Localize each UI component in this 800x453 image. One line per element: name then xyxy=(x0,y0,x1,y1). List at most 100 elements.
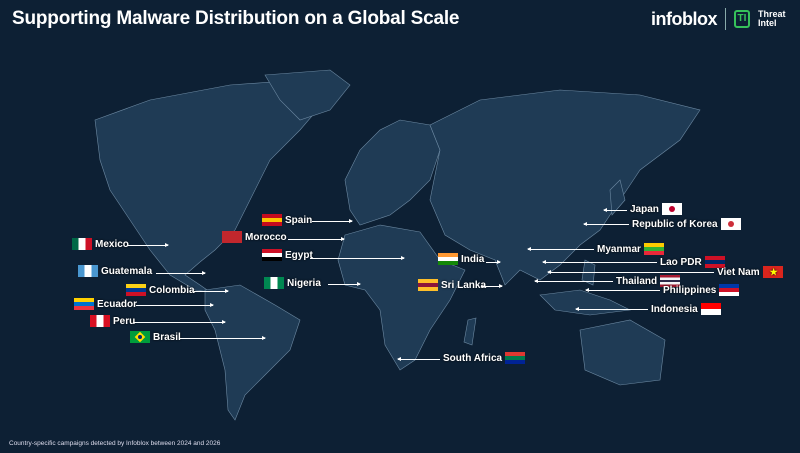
pointer-arrow-spain xyxy=(312,219,353,223)
label-japan: Japan xyxy=(630,203,682,215)
label-sri-lanka: Sri Lanka xyxy=(418,279,486,291)
label-ecuador: Ecuador xyxy=(74,298,137,310)
asia xyxy=(429,89,701,286)
label-lao-pdr: Lao PDR xyxy=(660,256,725,268)
country-name: Morocco xyxy=(245,231,287,243)
egypt-flag-icon xyxy=(262,249,282,261)
japan xyxy=(609,179,626,216)
sri-lanka-flag-icon xyxy=(418,279,438,291)
viet-nam-flag-icon: ★ xyxy=(762,266,783,278)
country-name: Nigeria xyxy=(287,277,321,289)
pointer-arrow-thailand xyxy=(534,279,613,283)
label-south-africa: South Africa xyxy=(443,352,526,364)
country-name: Republic of Korea xyxy=(632,218,718,230)
guatemala-flag-icon xyxy=(78,265,98,277)
indonesia-flag-icon xyxy=(700,303,721,315)
label-myanmar: Myanmar xyxy=(597,243,664,255)
pointer-arrow-morocco xyxy=(288,237,345,241)
pointer-arrow-lao-pdr xyxy=(542,260,657,264)
colombia-flag-icon xyxy=(126,284,146,296)
pointer-arrow-indonesia xyxy=(575,307,648,311)
peru-flag-icon xyxy=(90,315,110,327)
logo-divider xyxy=(725,8,726,30)
label-thailand: Thailand xyxy=(616,275,681,287)
mexico-flag-icon xyxy=(72,238,92,250)
pointer-arrow-brasil xyxy=(180,336,266,340)
pointer-arrow-sri-lanka xyxy=(482,284,503,288)
country-name: Philippines xyxy=(663,284,717,296)
pointer-arrow-ecuador xyxy=(136,303,214,307)
pointer-arrow-india xyxy=(486,260,501,264)
thailand-flag-icon xyxy=(660,275,681,287)
morocco-flag-icon xyxy=(222,231,242,243)
europe xyxy=(344,119,441,226)
lao-pdr-flag-icon xyxy=(704,256,725,268)
republic-of-korea-flag-icon xyxy=(720,218,741,230)
label-egypt: Egypt xyxy=(262,249,313,261)
page-title: Supporting Malware Distribution on a Glo… xyxy=(12,8,460,29)
country-name: Egypt xyxy=(285,249,313,261)
spain-flag-icon xyxy=(262,214,282,226)
label-india: India xyxy=(438,253,484,265)
pointer-arrow-nigeria xyxy=(328,282,361,286)
country-name: India xyxy=(461,253,485,265)
country-name: Guatemala xyxy=(101,265,153,277)
label-morocco: Morocco xyxy=(222,231,287,243)
country-name: Thailand xyxy=(616,275,658,287)
pointer-arrow-japan xyxy=(603,208,627,212)
label-spain: Spain xyxy=(262,214,312,226)
pointer-arrow-viet-nam xyxy=(547,270,714,274)
myanmar-flag-icon xyxy=(643,243,664,255)
country-name: Brasil xyxy=(153,331,181,343)
south-america xyxy=(204,284,301,421)
footnote: Country-specific campaigns detected by I… xyxy=(9,440,221,447)
country-name: Ecuador xyxy=(97,298,138,310)
pointer-arrow-mexico xyxy=(128,243,169,247)
label-colombia: Colombia xyxy=(126,284,195,296)
infoblox-logo: infoblox TI Threat Intel xyxy=(651,8,788,30)
logo-product: Threat Intel xyxy=(758,9,786,28)
country-name: Indonesia xyxy=(651,303,698,315)
label-philippines: Philippines xyxy=(663,284,740,296)
country-name: Myanmar xyxy=(597,243,641,255)
label-indonesia: Indonesia xyxy=(651,303,721,315)
south-africa-flag-icon xyxy=(505,352,526,364)
label-peru: Peru xyxy=(90,315,135,327)
pointer-arrow-egypt xyxy=(310,256,405,260)
nigeria-flag-icon xyxy=(264,277,284,289)
pointer-arrow-colombia xyxy=(194,289,229,293)
country-name: Spain xyxy=(285,214,313,226)
logo-brand: infoblox xyxy=(651,8,718,29)
country-name: Japan xyxy=(630,203,659,215)
country-name: Mexico xyxy=(95,238,129,250)
threat-intel-shield-icon: TI xyxy=(734,10,750,28)
country-name: Viet Nam xyxy=(717,266,760,278)
pointer-arrow-philippines xyxy=(585,288,660,292)
pointer-arrow-republic-of-korea xyxy=(583,222,629,226)
pointer-arrow-myanmar xyxy=(527,247,594,251)
pointer-arrow-peru xyxy=(134,320,226,324)
label-guatemala: Guatemala xyxy=(78,265,152,277)
india-flag-icon xyxy=(438,253,458,265)
label-brasil: Brasil xyxy=(130,331,181,343)
australia xyxy=(579,319,666,386)
label-nigeria: Nigeria xyxy=(264,277,321,289)
pointer-arrow-south-africa xyxy=(397,357,440,361)
country-name: Peru xyxy=(113,315,136,327)
ecuador-flag-icon xyxy=(74,298,94,310)
africa xyxy=(337,224,466,371)
madagascar xyxy=(463,317,477,346)
brasil-flag-icon xyxy=(130,331,150,343)
pointer-arrow-guatemala xyxy=(156,271,206,275)
japan-flag-icon xyxy=(661,203,682,215)
label-viet-nam: Viet Nam ★ xyxy=(717,266,783,278)
country-name: Colombia xyxy=(149,284,195,296)
philippines-flag-icon xyxy=(719,284,740,296)
country-name: Lao PDR xyxy=(660,256,702,268)
greenland xyxy=(264,69,351,121)
label-mexico: Mexico xyxy=(72,238,129,250)
country-name: Sri Lanka xyxy=(441,279,487,291)
indonesia xyxy=(539,289,632,316)
country-name: South Africa xyxy=(443,352,503,364)
